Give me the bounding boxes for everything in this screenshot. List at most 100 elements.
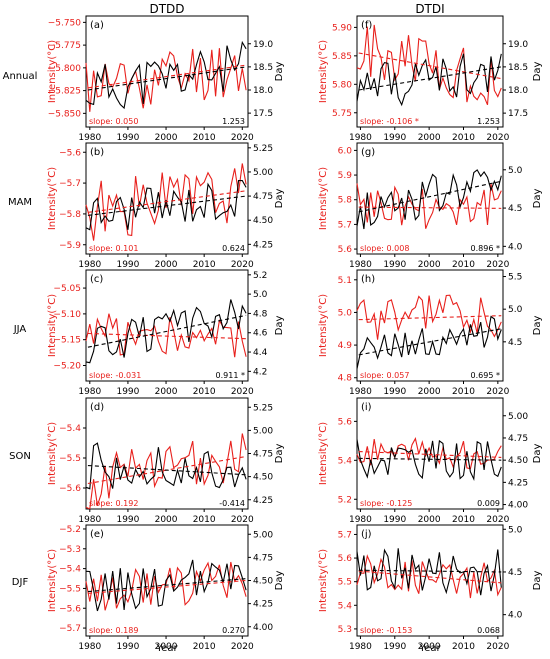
x-tick-label-h: 1980 <box>349 387 372 397</box>
right-y-tick-label-e: 4.50 <box>253 577 273 587</box>
day-trend-line-i <box>358 457 502 461</box>
left-y-tick-label-f: 5.85 <box>332 52 352 62</box>
row-label-djf: DJF <box>12 577 29 588</box>
slope-label-j: slope: -0.153 <box>360 626 412 635</box>
x-tick-label-g: 2020 <box>486 260 509 270</box>
x-tick-label-i: 2010 <box>452 515 475 525</box>
left-y-axis-label-a: Intensity(°C) <box>47 40 58 103</box>
slope-label-b: slope: 0.101 <box>89 244 138 253</box>
panel-letter-c: (c) <box>90 274 103 285</box>
right-y-axis-label-g: Day <box>532 189 543 209</box>
day-series-line-b <box>85 180 247 231</box>
right-y-axis-label-b: Day <box>274 189 285 209</box>
day-trend-line-e <box>87 578 247 593</box>
x-tick-label-g: 1980 <box>349 260 372 270</box>
left-y-axis-label-j: Intensity(°C) <box>318 549 329 612</box>
day-trend-line-h <box>358 328 502 356</box>
x-tick-label-i: 2000 <box>418 515 441 525</box>
panel-frame-b <box>85 142 249 255</box>
left-y-tick-label-c: −5.20 <box>53 362 81 372</box>
slope-label-i: slope: -0.125 <box>360 499 412 508</box>
right-y-tick-label-d: 4.50 <box>253 473 273 483</box>
intensity-series-line-e <box>85 561 247 611</box>
right-y-tick-label-i: 4.50 <box>508 456 528 466</box>
panel-letter-e: (e) <box>90 529 104 540</box>
day-trend-line-j <box>358 569 502 573</box>
right-y-tick-label-d: 4.25 <box>253 496 273 506</box>
intensity-series-line-j <box>356 554 502 599</box>
left-y-tick-label-e: −5.6 <box>59 604 81 614</box>
right-y-tick-label-f: 18.5 <box>508 63 528 73</box>
x-tick-label-a: 1990 <box>116 133 139 143</box>
left-y-tick-label-e: −5.5 <box>59 584 81 594</box>
x-tick-label-f: 1990 <box>383 133 406 143</box>
day-series-line-h <box>356 315 502 369</box>
intensity-trend-line-i <box>358 451 502 458</box>
panel-letter-f: (f) <box>361 20 372 31</box>
left-y-tick-label-d: −5.6 <box>59 484 81 494</box>
left-y-tick-label-e: −5.2 <box>59 525 81 535</box>
left-y-tick-label-b: −5.6 <box>59 148 81 158</box>
right-y-axis-label-a: Day <box>274 62 285 82</box>
x-tick-label-h: 2000 <box>418 387 441 397</box>
left-y-tick-label-d: −5.4 <box>59 424 81 434</box>
x-tick-label-e: 1980 <box>78 642 101 652</box>
right-y-tick-label-b: 4.50 <box>253 216 273 226</box>
left-y-tick-label-f: 5.90 <box>332 23 352 33</box>
left-y-tick-label-a: −5.750 <box>48 18 82 28</box>
left-y-tick-label-c: −5.10 <box>53 310 81 320</box>
right-y-tick-label-g: 5.0 <box>508 166 523 176</box>
right-y-tick-label-e: 5.00 <box>253 530 273 540</box>
right-y-tick-label-h: 5.5 <box>508 273 522 283</box>
x-tick-label-j: 2020 <box>486 642 509 652</box>
right-y-axis-label-j: Day <box>532 571 543 591</box>
day-slope-value-c: 0.911 * <box>216 371 245 380</box>
intensity-series-line-f <box>356 24 502 106</box>
row-label-annual: Annual <box>3 71 38 82</box>
x-axis-label: Year <box>418 643 441 654</box>
day-series-line-j <box>356 548 502 596</box>
left-y-tick-label-g: 5.7 <box>338 220 352 230</box>
right-y-tick-label-d: 5.00 <box>253 426 273 436</box>
left-y-tick-label-j: 5.3 <box>338 625 352 635</box>
right-y-tick-label-i: 5.00 <box>508 412 528 422</box>
x-tick-label-e: 2020 <box>231 642 254 652</box>
x-tick-label-i: 2020 <box>486 515 509 525</box>
day-series-line-c <box>85 299 247 364</box>
x-tick-label-h: 1990 <box>383 387 406 397</box>
panel-frame-a <box>85 15 249 128</box>
right-y-tick-label-c: 5.2 <box>253 271 267 281</box>
x-tick-label-f: 2000 <box>418 133 441 143</box>
left-y-tick-label-c: −5.05 <box>53 284 81 294</box>
right-y-tick-label-a: 17.5 <box>253 109 273 119</box>
row-label-jja: JJA <box>13 324 27 335</box>
right-y-tick-label-b: 4.25 <box>253 240 273 250</box>
left-y-tick-label-h: 4.8 <box>338 374 353 384</box>
slope-label-d: slope: 0.192 <box>89 499 138 508</box>
right-y-tick-label-g: 4.0 <box>508 242 523 252</box>
left-y-tick-label-h: 4.9 <box>338 341 353 351</box>
left-y-tick-label-b: −5.8 <box>59 210 81 220</box>
right-y-axis-label-e: Day <box>274 571 285 591</box>
right-y-tick-label-h: 4.5 <box>508 338 522 348</box>
left-y-tick-label-a: −5.825 <box>48 87 81 97</box>
right-y-tick-label-g: 4.5 <box>508 204 522 214</box>
x-tick-label-g: 1990 <box>383 260 406 270</box>
x-tick-label-b: 1980 <box>78 260 101 270</box>
intensity-series-line-d <box>85 433 247 510</box>
x-tick-label-b: 2020 <box>231 260 254 270</box>
right-y-tick-label-i: 4.25 <box>508 478 528 488</box>
left-y-tick-label-e: −5.3 <box>59 545 81 555</box>
panel-letter-i: (i) <box>361 402 372 413</box>
day-series-line-f <box>356 53 502 107</box>
left-y-tick-label-i: 5.2 <box>338 495 352 505</box>
right-y-tick-label-a: 18.0 <box>253 86 273 96</box>
left-y-axis-label-f: Intensity(°C) <box>318 40 329 103</box>
intensity-trend-line-c <box>87 332 247 340</box>
right-y-tick-label-c: 4.6 <box>253 329 268 339</box>
x-axis-label: Year <box>155 643 178 654</box>
intensity-trend-line-j <box>358 570 502 584</box>
left-y-tick-label-j: 5.4 <box>338 601 353 611</box>
x-tick-label-c: 1990 <box>116 387 139 397</box>
